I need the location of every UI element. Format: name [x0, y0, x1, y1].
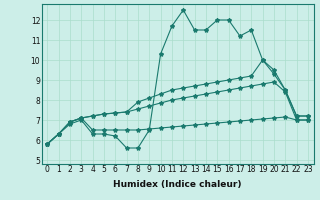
X-axis label: Humidex (Indice chaleur): Humidex (Indice chaleur) — [113, 180, 242, 189]
